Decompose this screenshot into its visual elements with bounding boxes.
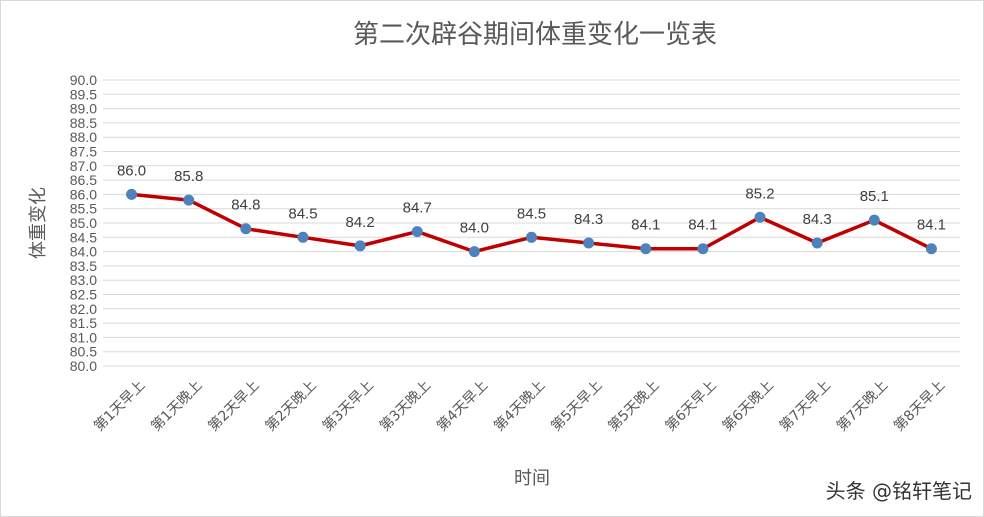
y-tick-label: 85.5 [70,201,97,217]
y-tick-label: 82.5 [70,287,97,303]
data-label: 84.8 [231,197,260,214]
y-tick-label: 84.0 [70,244,97,260]
y-tick-label: 86.5 [70,172,97,188]
data-labels: 86.0 85.8 84.8 84.5 84.2 84.7 84.0 84.5 84.3 84.1… [117,162,946,236]
data-point [754,211,766,223]
data-point [526,231,537,243]
y-tick-label: 87.5 [70,144,97,160]
data-label: 84.2 [345,214,374,231]
data-label: 84.7 [403,200,432,217]
data-point [297,231,309,243]
data-label: 85.2 [745,185,774,202]
y-tick-label: 89.5 [70,86,97,102]
y-axis-title: 体重变化 [28,187,49,259]
data-label: 84.3 [803,211,832,228]
y-tick-label: 86.0 [70,186,97,202]
data-label: 86.0 [117,162,146,179]
data-label: 84.3 [574,211,603,228]
data-label: 84.5 [288,205,317,222]
data-label: 84.5 [517,205,546,222]
data-label: 85.8 [174,168,203,185]
x-axis-title: 时间 [514,468,550,489]
y-tick-label: 88.5 [70,115,97,131]
watermark: 头条 @铭轩笔记 [826,479,972,503]
y-tick-label: 81.5 [70,315,97,331]
data-label: 84.1 [688,217,717,234]
series-layer [126,188,937,258]
y-tick-label: 83.0 [70,272,97,288]
data-point [183,194,195,206]
data-point [925,243,937,255]
data-point [811,237,823,249]
data-point [354,240,366,252]
y-tick-label: 82.0 [70,301,97,317]
data-point [411,226,423,238]
y-axis-ticks: 80.080.581.081.582.082.583.083.584.084.5… [70,72,97,374]
y-tick-label: 87.0 [70,158,97,174]
data-label: 84.1 [631,217,660,234]
y-tick-label: 81.0 [70,329,97,345]
data-point [468,246,480,258]
y-tick-label: 89.0 [70,101,97,117]
data-point [868,214,880,226]
data-label: 84.1 [917,217,946,234]
data-label: 84.0 [460,220,489,237]
y-tick-label: 83.5 [70,258,97,274]
y-tick-label: 80.0 [70,358,97,374]
y-tick-label: 84.5 [70,229,97,245]
data-point [697,243,709,255]
data-label: 85.1 [860,188,889,205]
data-point [640,243,652,255]
y-tick-label: 88.0 [70,129,97,145]
data-point [126,188,138,200]
data-point [240,223,252,235]
chart-title: 第二次辟谷期间体重变化一览表 [353,20,717,50]
gridlines [103,79,960,367]
y-tick-label: 90.0 [70,72,97,88]
y-tick-label: 80.5 [70,344,97,360]
y-tick-label: 85.0 [70,215,97,231]
data-point [583,237,595,249]
